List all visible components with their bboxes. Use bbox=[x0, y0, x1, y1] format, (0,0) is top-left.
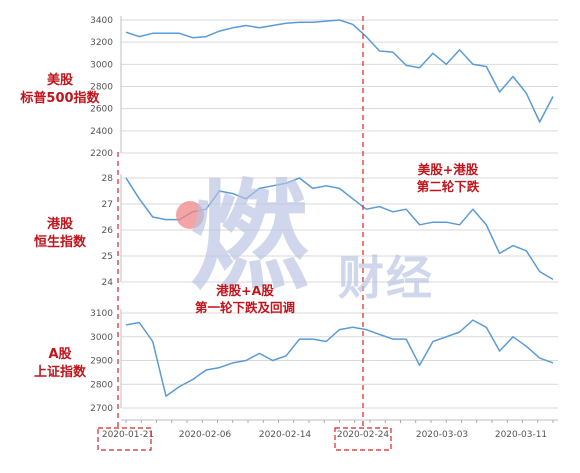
x-tick-label: 2020-02-14 bbox=[259, 430, 312, 440]
y-tick-label: 27 bbox=[102, 200, 113, 210]
y-tick-label: 2700 bbox=[90, 404, 113, 414]
x-tick-label: 2020-02-24 bbox=[337, 430, 390, 440]
y-tick-label: 2400 bbox=[90, 127, 113, 137]
x-tick-label: 2020-01-21 bbox=[102, 430, 154, 440]
y-tick-label: 24 bbox=[102, 278, 114, 288]
panel-title-sse: A股 上证指数 bbox=[33, 347, 86, 380]
annotation-phase2: 美股+港股 第二轮下跌 bbox=[416, 162, 480, 194]
x-axis: 2020-01-21 2020-02-06 2020-02-14 2020-02-24… bbox=[102, 419, 558, 440]
watermark-dot bbox=[176, 201, 204, 229]
annotation-phase1: 港股+A股 第一轮下跌及回调 bbox=[194, 283, 295, 315]
panel-title-sp500: 美股 标普500指数 bbox=[20, 73, 100, 106]
x-tick-label: 2020-03-03 bbox=[416, 430, 468, 440]
marker-box-0224 bbox=[334, 427, 392, 451]
y-tick-label: 3000 bbox=[90, 333, 113, 343]
y-tick-label: 2800 bbox=[90, 380, 113, 390]
panel-1: 28 27 26 25 24 bbox=[102, 174, 558, 288]
y-tick-label: 3200 bbox=[90, 38, 113, 48]
y-tick-label: 25 bbox=[102, 252, 113, 262]
y-tick-label: 2900 bbox=[90, 357, 113, 367]
panel-0: 3400 3200 3000 2800 2600 2400 2200 bbox=[90, 16, 558, 159]
y-tick-label: 3100 bbox=[90, 309, 113, 319]
panel-title-hsi: 港股 恒生指数 bbox=[33, 217, 86, 250]
watermark-logo: 燃 bbox=[190, 168, 309, 306]
y-tick-label: 2800 bbox=[90, 83, 113, 93]
y-tick-label: 3400 bbox=[90, 16, 113, 26]
chart-panels: 3400 3200 3000 2800 2600 2400 2200 28 27 26 25 24 31… bbox=[90, 16, 558, 414]
x-tick-label: 2020-02-06 bbox=[179, 430, 232, 440]
x-tick-label: 2020-03-11 bbox=[495, 430, 547, 440]
marker-box-0121 bbox=[97, 427, 152, 451]
panel-2: 3100 3000 2900 2800 2700 bbox=[90, 309, 558, 414]
watermark-text: 财经 bbox=[338, 251, 434, 305]
y-tick-label: 28 bbox=[102, 174, 114, 184]
y-tick-label: 2200 bbox=[90, 149, 113, 159]
y-tick-label: 3000 bbox=[90, 60, 113, 70]
y-tick-label: 26 bbox=[102, 226, 114, 236]
y-tick-label: 2600 bbox=[90, 105, 113, 115]
series-line bbox=[125, 19, 554, 123]
event-markers bbox=[97, 16, 392, 451]
